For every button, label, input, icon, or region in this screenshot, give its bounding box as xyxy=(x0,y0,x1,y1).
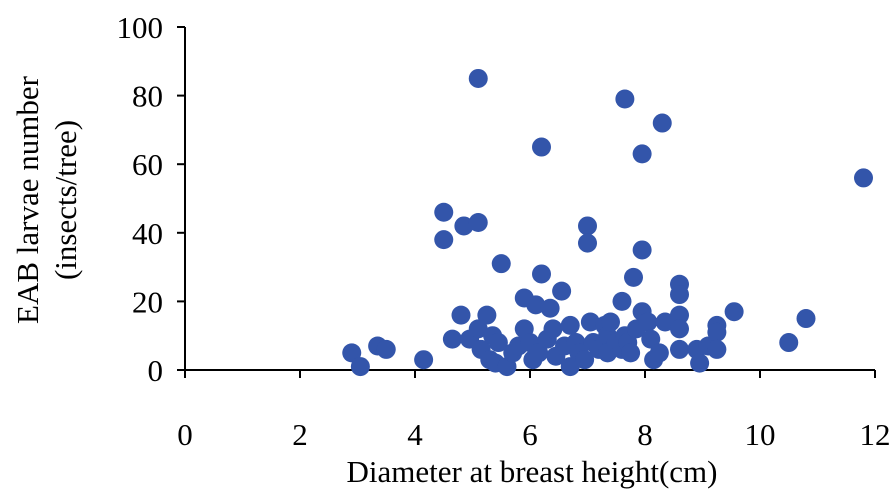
data-point xyxy=(540,298,560,318)
data-point xyxy=(454,216,474,236)
data-point xyxy=(532,264,551,284)
x-axis-title: Diameter at breast height(cm) xyxy=(347,454,718,489)
data-point xyxy=(707,322,727,342)
data-point xyxy=(779,333,799,353)
x-tick-label: 0 xyxy=(177,417,193,452)
data-point xyxy=(376,339,396,359)
x-axis-ticks: 0 2 4 6 8 10 12 xyxy=(177,370,891,452)
data-point xyxy=(560,357,580,377)
x-tick-label: 12 xyxy=(860,417,891,452)
data-point xyxy=(632,240,652,260)
data-point xyxy=(670,339,689,359)
data-point xyxy=(578,216,597,236)
y-axis-ticks: 0 20 40 60 80 100 xyxy=(117,10,185,388)
data-point xyxy=(414,350,434,370)
y-tick-label: 0 xyxy=(148,353,164,388)
data-point xyxy=(615,89,635,109)
y-axis-title-line1: EAB larvae number xyxy=(10,75,45,324)
x-tick-label: 8 xyxy=(637,417,653,452)
data-point xyxy=(578,233,597,253)
data-point xyxy=(601,312,620,332)
y-tick-label: 40 xyxy=(132,216,163,251)
data-point xyxy=(638,312,658,332)
x-tick-label: 6 xyxy=(522,417,538,452)
x-tick-label: 4 xyxy=(407,417,423,452)
data-point xyxy=(560,315,580,335)
data-point xyxy=(632,144,652,164)
data-point xyxy=(442,329,462,349)
data-point xyxy=(641,329,661,349)
y-tick-label: 60 xyxy=(132,147,163,182)
data-point xyxy=(670,319,689,339)
x-tick-label: 2 xyxy=(292,417,308,452)
data-point xyxy=(652,113,672,133)
y-tick-label: 20 xyxy=(132,284,163,319)
data-point xyxy=(670,305,689,325)
data-point xyxy=(552,281,572,301)
y-tick-label: 100 xyxy=(117,10,164,45)
data-point xyxy=(434,202,454,222)
data-point xyxy=(434,230,454,250)
data-point xyxy=(342,343,362,363)
data-point xyxy=(854,168,873,188)
data-point xyxy=(690,353,710,373)
data-point xyxy=(621,343,641,363)
y-tick-label: 80 xyxy=(132,79,163,114)
data-point xyxy=(451,305,471,325)
data-point xyxy=(575,350,595,370)
data-point xyxy=(468,68,488,88)
data-point xyxy=(543,319,563,339)
x-tick-label: 10 xyxy=(745,417,776,452)
data-point xyxy=(529,343,549,363)
data-point xyxy=(612,291,632,311)
data-point xyxy=(580,312,600,332)
data-point xyxy=(624,267,643,287)
data-point xyxy=(655,312,675,332)
data-point xyxy=(350,357,370,377)
y-axis-title-line2: (insects/tree) xyxy=(48,120,83,280)
y-axis-title: EAB larvae number (insects/tree) xyxy=(10,75,83,324)
data-point xyxy=(468,213,488,233)
data-point xyxy=(477,305,497,325)
data-point xyxy=(670,285,689,305)
data-point xyxy=(468,319,488,339)
data-points xyxy=(342,68,873,377)
data-point xyxy=(526,295,546,315)
data-point xyxy=(796,309,816,329)
data-point xyxy=(649,343,669,363)
data-point xyxy=(707,339,727,359)
data-point xyxy=(491,254,511,274)
data-point xyxy=(532,137,551,157)
data-point xyxy=(724,302,744,322)
data-point xyxy=(488,333,508,353)
